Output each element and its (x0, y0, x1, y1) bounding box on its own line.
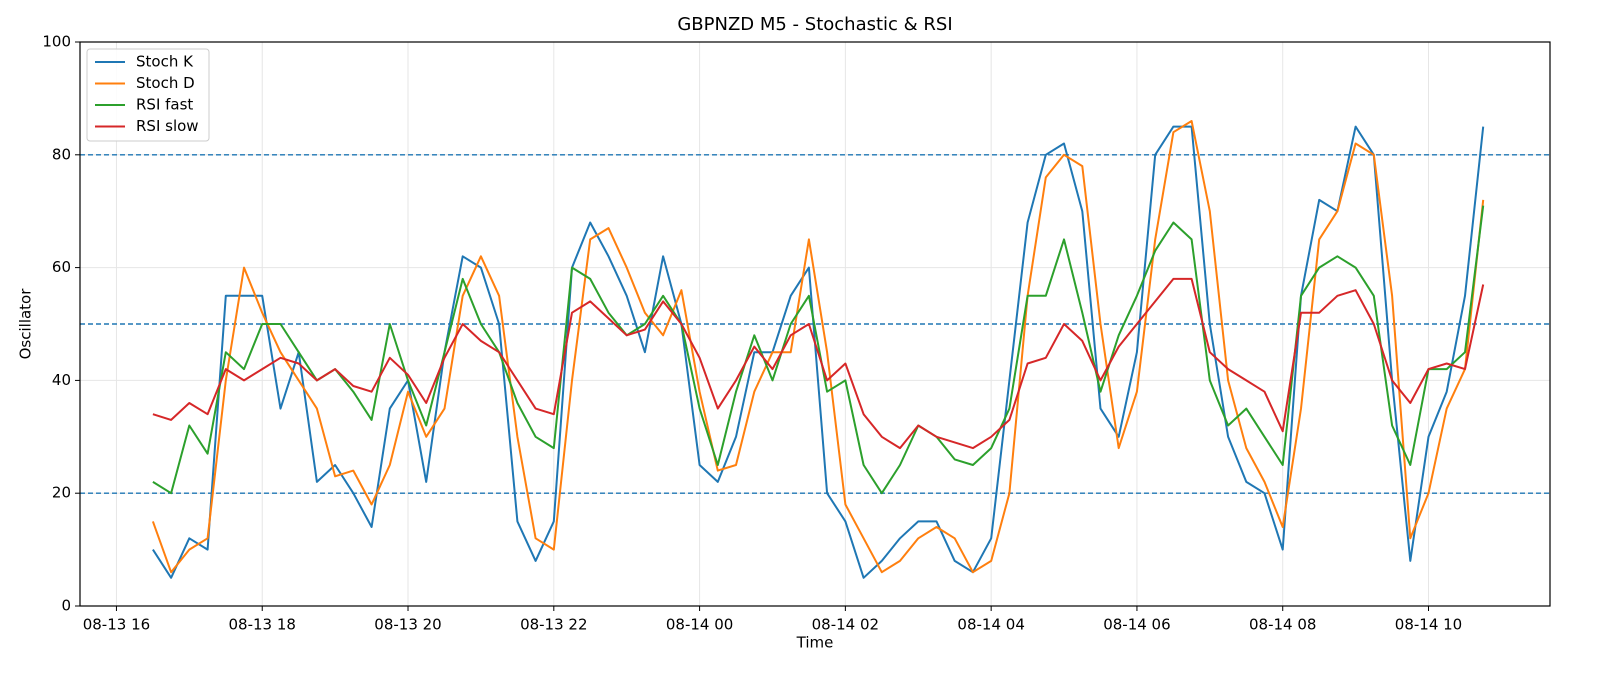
x-tick-label: 08-14 06 (1103, 616, 1170, 634)
series-line (151, 120, 1485, 574)
x-tick-label: 08-13 20 (374, 616, 441, 634)
x-tick-label: 08-14 10 (1395, 616, 1462, 634)
plot-frame (79, 41, 1551, 607)
chart-title: GBPNZD M5 - Stochastic & RSI (677, 14, 952, 35)
series-line (152, 277, 1485, 450)
legend-label: RSI fast (136, 96, 193, 114)
legend-box (86, 48, 210, 142)
y-tick-label: 40 (52, 371, 71, 389)
y-tick-label: 20 (52, 484, 71, 502)
x-tick-label: 08-13 22 (520, 616, 587, 634)
y-tick-label: 100 (42, 33, 71, 51)
series-line (152, 125, 1485, 579)
x-axis-label: Time (796, 634, 834, 652)
x-tick-label: 08-14 00 (666, 616, 733, 634)
y-axis-label: Oscillator (17, 288, 35, 360)
legend-label: RSI slow (136, 117, 199, 135)
legend-label: Stoch D (136, 74, 195, 92)
series-line (152, 205, 1485, 495)
legend-label: Stoch K (136, 53, 194, 71)
y-tick-label: 60 (52, 258, 71, 276)
x-tick-label: 08-13 16 (83, 616, 150, 634)
x-tick-label: 08-14 08 (1249, 616, 1316, 634)
y-tick-label: 80 (52, 145, 71, 163)
x-tick-label: 08-14 02 (812, 616, 879, 634)
y-tick-label: 0 (61, 597, 71, 615)
x-tick-label: 08-13 18 (229, 616, 296, 634)
legend: Stoch K Stoch D RSI fast RSI slow (86, 48, 210, 142)
x-tick-label: 08-14 04 (957, 616, 1024, 634)
